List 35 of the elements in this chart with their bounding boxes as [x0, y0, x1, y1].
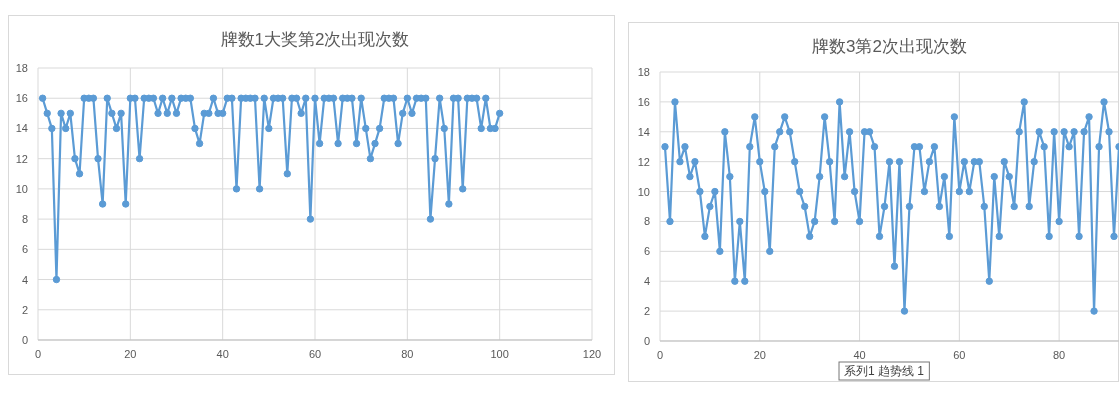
- x-tick-label: 80: [1053, 349, 1066, 361]
- x-tick-label: 80: [401, 348, 414, 360]
- y-tick-label: 18: [637, 66, 650, 78]
- y-tick-label: 8: [21, 213, 28, 226]
- y-tick-label: 14: [637, 125, 650, 138]
- x-tick-label: 100: [490, 348, 509, 360]
- y-tick-label: 16: [637, 95, 650, 108]
- y-tick-label: 10: [637, 185, 650, 198]
- x-tick-label: 60: [308, 348, 322, 360]
- chart-title: 牌数3第2次出现次数: [812, 37, 967, 56]
- chart-title: 牌数1大奖第2次出现次数: [220, 30, 410, 49]
- x-tick-label: 120: [582, 348, 602, 360]
- y-tick-label: 8: [643, 215, 650, 228]
- y-tick-label: 10: [15, 182, 28, 195]
- y-tick-label: 14: [15, 122, 28, 135]
- y-tick-label: 16: [15, 92, 28, 105]
- y-tick-label: 2: [643, 305, 650, 318]
- x-tick-label: 20: [753, 349, 766, 361]
- y-tick-label: 12: [637, 155, 650, 168]
- y-tick-label: 0: [643, 335, 650, 347]
- y-tick-label: 4: [643, 275, 650, 288]
- x-tick-label: 20: [124, 348, 137, 360]
- x-tick-label: 0: [656, 349, 664, 361]
- y-tick-label: 12: [15, 152, 28, 165]
- y-tick-label: 0: [21, 334, 28, 346]
- y-tick-label: 6: [21, 243, 28, 256]
- x-tick-label: 40: [216, 348, 229, 360]
- x-tick-label: 0: [34, 348, 42, 360]
- x-tick-label: 60: [953, 349, 966, 361]
- y-tick-label: 18: [15, 62, 28, 74]
- x-tick-label: 40: [853, 349, 866, 361]
- y-tick-label: 6: [643, 245, 650, 258]
- y-tick-label: 2: [21, 303, 28, 316]
- y-tick-label: 4: [21, 273, 28, 286]
- text: 系列1 趋势线 1: [844, 364, 925, 378]
